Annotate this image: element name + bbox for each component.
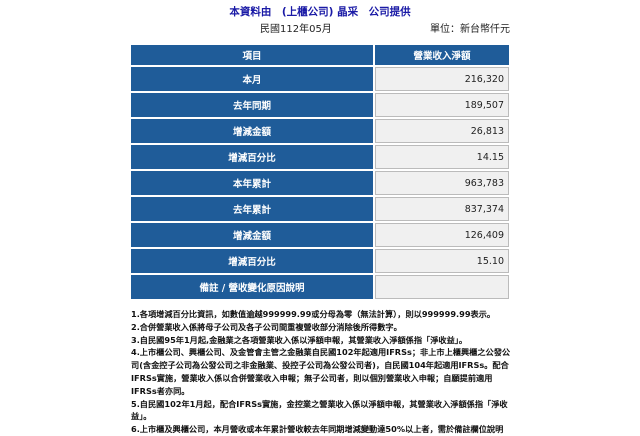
row-label: 增減金額 — [131, 223, 373, 247]
table-row: 本月 216,320 — [131, 67, 509, 91]
column-header-item: 項目 — [131, 45, 373, 65]
row-label: 備註 / 營收變化原因說明 — [131, 275, 373, 299]
table-row: 去年同期 189,507 — [131, 93, 509, 117]
table-row: 本年累計 963,783 — [131, 171, 509, 195]
row-value: 15.10 — [375, 249, 509, 273]
source-title: 本資料由 (上櫃公司) 晶采 公司提供 — [229, 6, 411, 18]
note-item: 4.上市櫃公司、興櫃公司、及金管會主管之金融業自民國102年起適用IFRSs；非… — [131, 347, 511, 396]
row-label: 增減百分比 — [131, 145, 373, 169]
row-label: 增減金額 — [131, 119, 373, 143]
column-header-revenue: 營業收入淨額 — [375, 45, 509, 65]
row-value: 189,507 — [375, 93, 509, 117]
row-value: 126,409 — [375, 223, 509, 247]
note-item: 3.自民國95年1月起,金融業之各項營業收入係以淨額申報，其營業收入淨額係指「淨… — [131, 334, 468, 345]
row-value: 14.15 — [375, 145, 509, 169]
row-label: 本月 — [131, 67, 373, 91]
note-item: 5.自民國102年1月起，配合IFRSs實施，金控業之營業收入係以淨額申報，其營… — [131, 398, 508, 422]
unit-label: 單位：新台幣仟元 — [430, 24, 510, 35]
table-header: 項目 營業收入淨額 — [131, 45, 509, 65]
note-item: 1.各項增減百分比資訊，如數值逾越999999.99或分母為零（無法計算），則以… — [131, 309, 496, 319]
note-item: 2.合併營業收入係將母子公司及各子公司間重複營收部分消除後所得數字。 — [131, 321, 402, 332]
note-item: 6.上市櫃及興櫃公司，本月營收或本年累計營收較去年同期增減變動達50%以上者，需… — [131, 424, 504, 435]
row-value — [375, 275, 509, 299]
row-label: 增減百分比 — [131, 249, 373, 273]
row-label: 本年累計 — [131, 171, 373, 195]
table-row: 去年累計 837,374 — [131, 197, 509, 221]
row-label: 去年累計 — [131, 197, 373, 221]
table-row: 備註 / 營收變化原因說明 — [131, 275, 509, 299]
revenue-table: 項目 營業收入淨額 本月 216,320 去年同期 189,507 增減金額 26,813… — [129, 43, 511, 301]
table-row: 增減金額 126,409 — [131, 223, 509, 247]
table-row: 增減百分比 15.10 — [131, 249, 509, 273]
notes: 1.各項增減百分比資訊，如數值逾越999999.99或分母為零（無法計算），則以… — [131, 308, 516, 436]
row-value: 837,374 — [375, 197, 509, 221]
row-value: 26,813 — [375, 119, 509, 143]
period: 民國112年05月 — [260, 24, 332, 35]
row-value: 216,320 — [375, 67, 509, 91]
row-label: 去年同期 — [131, 93, 373, 117]
table-row: 增減百分比 14.15 — [131, 145, 509, 169]
table-row: 增減金額 26,813 — [131, 119, 509, 143]
row-value: 963,783 — [375, 171, 509, 195]
